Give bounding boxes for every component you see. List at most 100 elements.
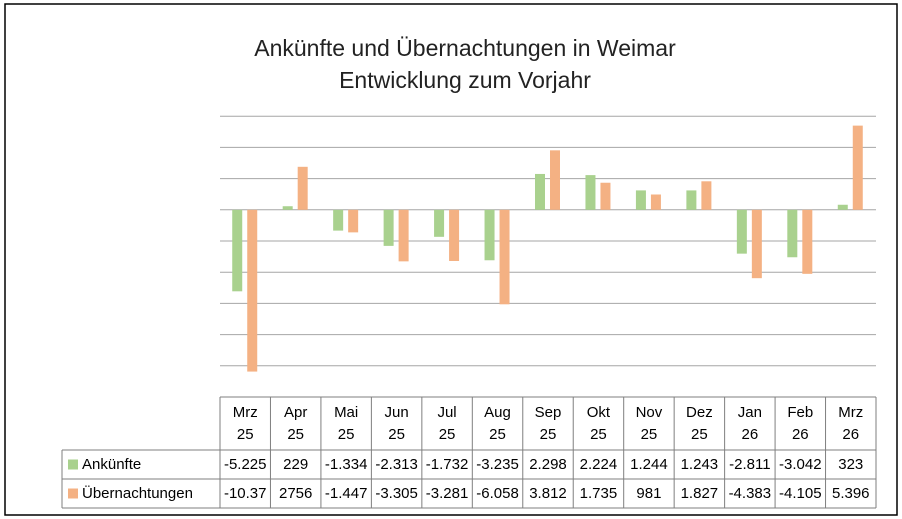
- bar: [282, 206, 293, 210]
- table-value: 1.735: [573, 479, 623, 508]
- table-value: 1.244: [624, 450, 674, 479]
- table-value: 2756: [270, 479, 320, 508]
- legend-key: [68, 488, 78, 499]
- legend-key: [68, 459, 78, 470]
- table-value-text: -4.105: [779, 485, 822, 502]
- chart-subtitle: Entwicklung zum Vorjahr: [339, 67, 591, 93]
- bar: [802, 209, 813, 274]
- bar: [333, 209, 344, 231]
- table-value: 323: [826, 450, 876, 479]
- bar: [232, 209, 243, 292]
- bar: [751, 209, 762, 279]
- table-value-text: 1.243: [680, 456, 719, 473]
- legend-label: Übernachtungen: [82, 479, 217, 508]
- bar: [383, 209, 394, 246]
- category-label-text: Apr 25: [284, 403, 308, 443]
- category-label: Mai 25: [321, 397, 371, 450]
- table-value-text: 323: [838, 456, 864, 473]
- table-value-text: -3.042: [779, 456, 822, 473]
- table-value: -3.042: [775, 450, 825, 479]
- table-value-text: -4.383: [728, 485, 772, 502]
- category-label-text: Nov 25: [635, 403, 663, 443]
- category-label-text: Mai 25: [334, 403, 359, 443]
- table-value-text: -10.37: [223, 485, 267, 502]
- bar: [499, 209, 510, 305]
- legend-label-text: Ankünfte: [82, 456, 142, 473]
- category-label: Jun 25: [371, 397, 421, 450]
- bar: [449, 209, 460, 261]
- category-label-text: Feb 26: [787, 403, 814, 443]
- chart-title: Ankünfte und Übernachtungen in Weimar: [254, 35, 676, 61]
- category-label-text: Jan 26: [737, 403, 762, 443]
- table-value-text: 229: [283, 456, 309, 473]
- table-value: 981: [624, 479, 674, 508]
- category-label: Jan 26: [725, 397, 775, 450]
- category-label: Apr 25: [270, 397, 320, 450]
- bar: [787, 209, 798, 258]
- table-value-text: -1.732: [425, 456, 469, 473]
- category-label-text: Sep 25: [534, 403, 562, 443]
- table-value: -2.313: [371, 450, 421, 479]
- table-value-text: 2.224: [579, 456, 618, 473]
- bar: [550, 150, 560, 210]
- table-value-text: 1.244: [630, 456, 668, 473]
- category-label: Sep 25: [523, 397, 573, 450]
- category-label-text: Okt 25: [586, 403, 611, 443]
- category-label: Mrz 25: [220, 397, 270, 450]
- table-value: -1.334: [321, 450, 371, 479]
- table-value-text: 1.827: [680, 485, 719, 502]
- table-value: -3.235: [472, 450, 522, 479]
- category-label-text: Aug 25: [484, 403, 511, 443]
- table-value-text: -3.235: [476, 456, 519, 473]
- bar: [736, 209, 747, 254]
- table-value: -1.447: [321, 479, 371, 508]
- category-label: Aug 25: [472, 397, 522, 450]
- table-value-text: -5.225: [223, 456, 267, 473]
- bar: [585, 175, 596, 210]
- table-value: -6.058: [472, 479, 522, 508]
- table-value-text: -3.305: [375, 485, 418, 502]
- table-value-text: 3.812: [529, 485, 567, 502]
- bar: [701, 181, 712, 210]
- bar: [247, 209, 258, 372]
- table-value: 5.396: [826, 479, 876, 508]
- bar: [434, 209, 445, 237]
- category-label-text: Mrz 26: [838, 403, 864, 443]
- table-value: 2.298: [523, 450, 573, 479]
- bar: [484, 209, 495, 261]
- bar: [852, 125, 863, 210]
- category-label-text: Jul 25: [437, 403, 457, 443]
- table-value: -4.383: [725, 479, 775, 508]
- table-value-text: -6.058: [476, 485, 519, 502]
- table-value: 3.812: [523, 479, 573, 508]
- category-label: Feb 26: [775, 397, 825, 450]
- table-value: 1.243: [674, 450, 724, 479]
- bar: [635, 190, 646, 210]
- table-value-text: 5.396: [831, 485, 870, 502]
- table-value: -3.305: [371, 479, 421, 508]
- category-label: Nov 25: [624, 397, 674, 450]
- table-value-text: -2.811: [729, 456, 771, 473]
- table-value: 1.827: [674, 479, 724, 508]
- bar: [837, 204, 848, 210]
- category-label-text: Jun 25: [384, 403, 409, 443]
- table-value-text: -1.334: [324, 456, 368, 473]
- table-value: -5.225: [220, 450, 270, 479]
- table-value: -2.811: [725, 450, 775, 479]
- bar: [297, 166, 308, 210]
- table-value-text: 2756: [278, 485, 313, 502]
- table-value-text: -1.447: [324, 485, 368, 502]
- category-label-text: Dez 25: [686, 403, 713, 443]
- table-value: -3.281: [422, 479, 472, 508]
- category-label: Jul 25: [422, 397, 472, 450]
- table-value: -4.105: [775, 479, 825, 508]
- bar: [686, 190, 697, 210]
- table-value: 229: [270, 450, 320, 479]
- legend-label-text: Übernachtungen: [82, 485, 193, 502]
- category-label: Dez 25: [674, 397, 724, 450]
- category-label: Mrz 26: [826, 397, 876, 450]
- table-value-text: -2.313: [375, 456, 418, 473]
- table-value-text: 981: [636, 485, 662, 502]
